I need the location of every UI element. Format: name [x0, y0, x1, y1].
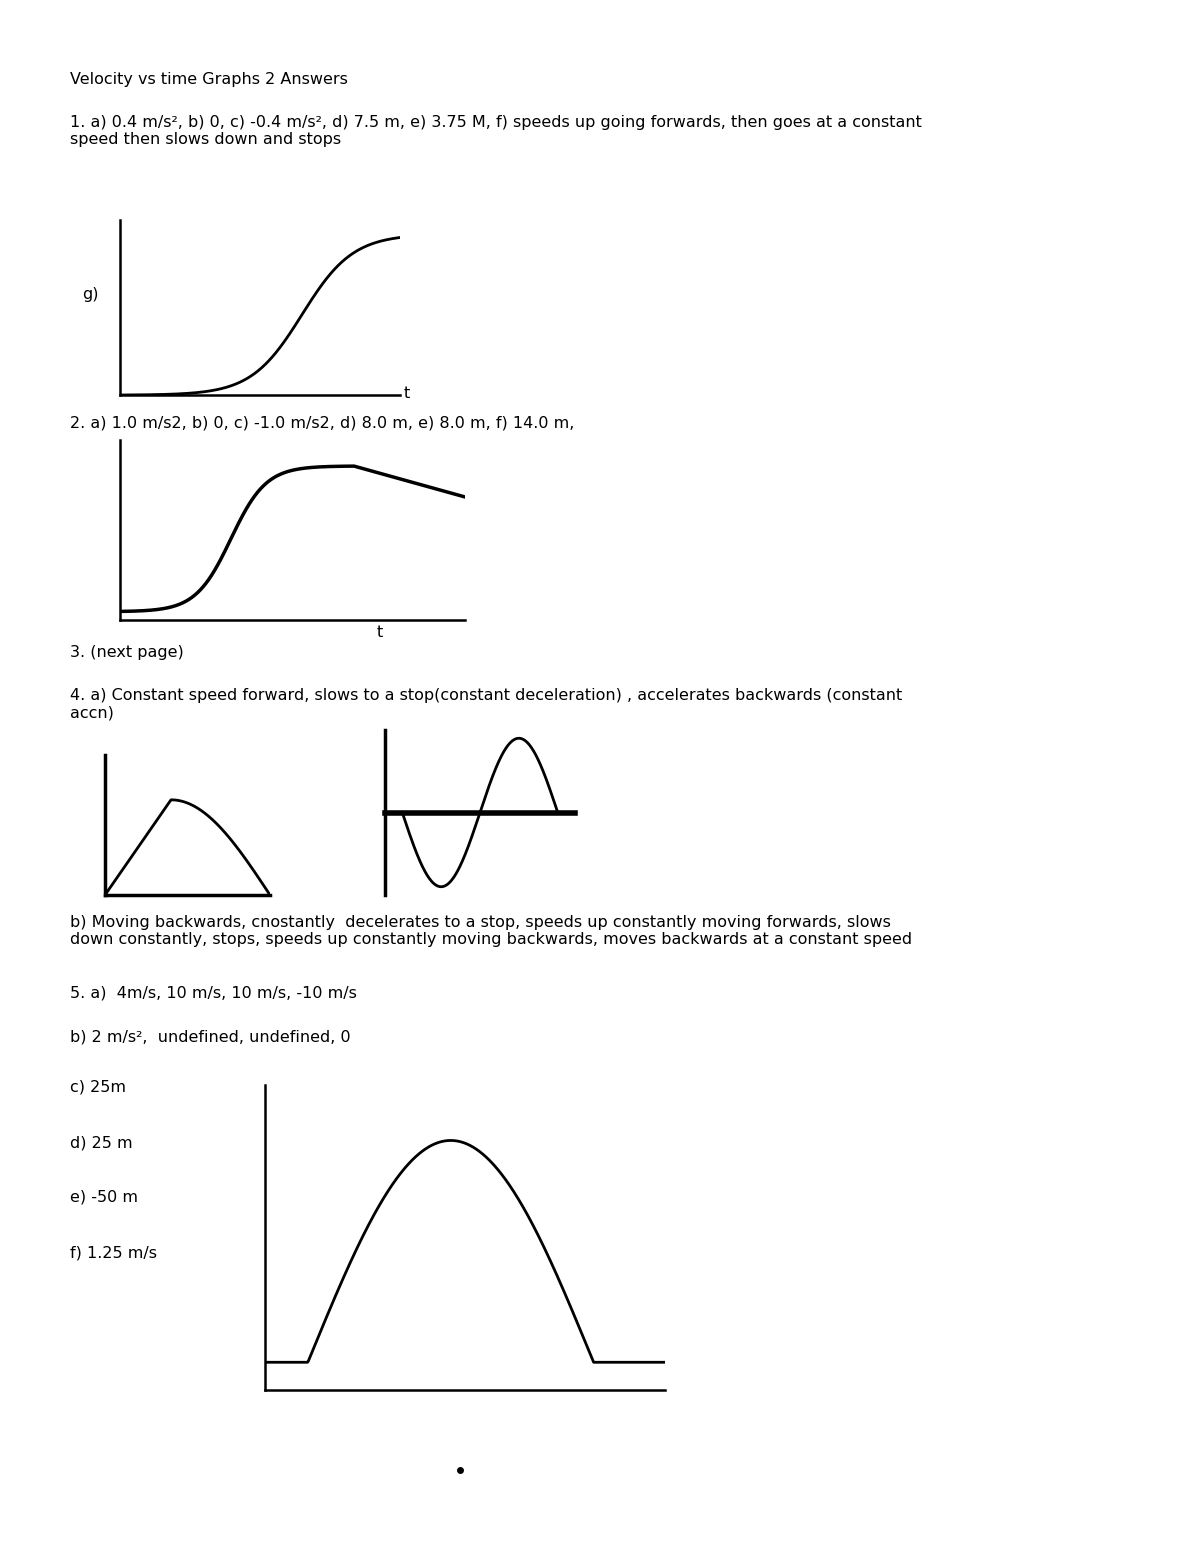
Text: 2. a) 1.0 m/s2, b) 0, c) -1.0 m/s2, d) 8.0 m, e) 8.0 m, f) 14.0 m,: 2. a) 1.0 m/s2, b) 0, c) -1.0 m/s2, d) 8… — [70, 415, 575, 430]
Text: Velocity vs time Graphs 2 Answers: Velocity vs time Graphs 2 Answers — [70, 71, 348, 87]
Text: 4. a) Constant speed forward, slows to a stop(constant deceleration) , accelerat: 4. a) Constant speed forward, slows to a… — [70, 688, 902, 721]
Text: d: d — [122, 443, 132, 458]
Text: d: d — [122, 224, 132, 238]
Text: b) 2 m/s²,  undefined, undefined, 0: b) 2 m/s², undefined, undefined, 0 — [70, 1030, 350, 1045]
Text: f) 1.25 m/s: f) 1.25 m/s — [70, 1246, 157, 1259]
Text: e) -50 m: e) -50 m — [70, 1190, 138, 1205]
Text: b) Moving backwards, cnostantly  decelerates to a stop, speeds up constantly mov: b) Moving backwards, cnostantly decelera… — [70, 915, 912, 947]
Text: 1. a) 0.4 m/s², b) 0, c) -0.4 m/s², d) 7.5 m, e) 3.75 M, f) speeds up going forw: 1. a) 0.4 m/s², b) 0, c) -0.4 m/s², d) 7… — [70, 115, 922, 148]
Text: 5. a)  4m/s, 10 m/s, 10 m/s, -10 m/s: 5. a) 4m/s, 10 m/s, 10 m/s, -10 m/s — [70, 985, 356, 1000]
Text: d) 25 m: d) 25 m — [70, 1135, 133, 1151]
Text: 3. (next page): 3. (next page) — [70, 644, 184, 660]
Text: c) 25m: c) 25m — [70, 1079, 126, 1095]
Text: g): g) — [82, 287, 98, 303]
Text: t: t — [404, 387, 410, 402]
Text: t: t — [377, 624, 383, 640]
